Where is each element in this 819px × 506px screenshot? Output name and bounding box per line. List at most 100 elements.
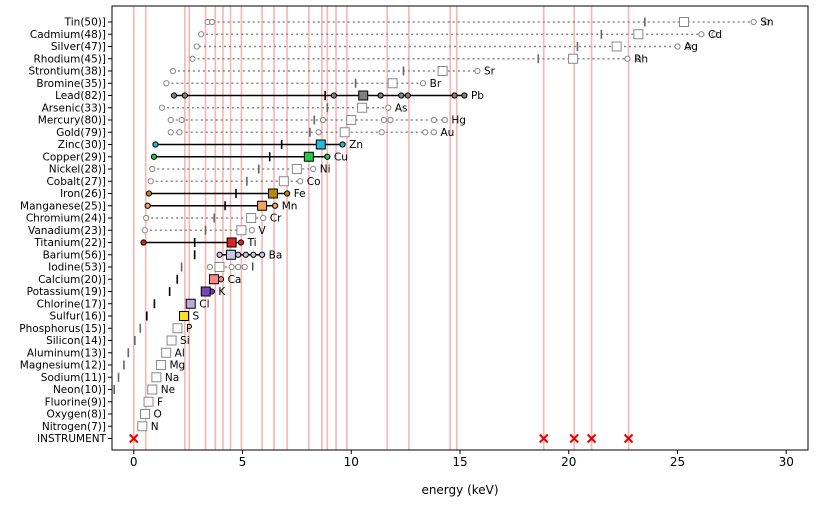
cross-stroke	[539, 433, 549, 444]
element-label: Sodium(11)]	[41, 372, 106, 384]
alpha-box	[178, 311, 189, 321]
element-symbol: Cd	[708, 29, 722, 41]
alpha-box	[339, 127, 350, 138]
x-tick-label: 25	[670, 455, 685, 469]
instrument-peak-marker	[586, 433, 597, 444]
line-point	[319, 116, 327, 124]
line-point	[149, 165, 156, 173]
element-label: Cobalt(27)]	[46, 176, 106, 188]
element-label: Nickel(28)]	[49, 164, 106, 176]
cross-stroke	[569, 433, 579, 444]
alpha-box	[267, 188, 278, 199]
alpha-box	[143, 396, 154, 407]
line-point	[430, 116, 437, 124]
line-point	[260, 214, 267, 222]
line-point	[398, 92, 405, 99]
line-point	[324, 153, 331, 160]
element-label: Lead(82)]	[55, 90, 106, 102]
element-symbol: Ni	[320, 164, 331, 176]
line-point	[258, 251, 266, 258]
cross-stroke	[623, 433, 634, 444]
element-symbol: Fe	[294, 188, 306, 200]
element-symbol: Br	[430, 78, 442, 90]
line-point	[144, 202, 151, 209]
line-point	[206, 263, 213, 271]
element-symbol: Sn	[760, 17, 773, 29]
line-point	[430, 129, 437, 136]
element-row: Tin(50)] Sn	[64, 17, 774, 29]
alpha-box	[226, 237, 237, 248]
line-point	[750, 18, 757, 26]
x-axis: 0 5 10 15 20 25 30	[130, 450, 794, 469]
line-point	[169, 67, 176, 75]
element-symbol: Cl	[199, 298, 209, 310]
instrument-peak-marker	[539, 433, 549, 444]
line-point	[698, 31, 705, 38]
line-point	[235, 251, 242, 258]
line-point	[272, 202, 279, 209]
line-point	[685, 43, 692, 50]
element-label: Silver(47)]	[51, 41, 106, 53]
x-tick-label: 10	[344, 455, 359, 469]
element-row: Phosphorus(15)] P	[19, 323, 192, 335]
element-row: Mercury(80)] Hg	[38, 115, 466, 127]
cross-stroke	[586, 433, 597, 444]
element-row: Aluminum(13)] Al	[27, 347, 185, 359]
x-tick-label: 20	[561, 455, 576, 469]
line-point	[237, 239, 245, 246]
line-point	[283, 190, 291, 197]
element-label: Fluorine(9)]	[45, 396, 106, 408]
line-point	[170, 92, 178, 99]
line-point	[181, 92, 188, 99]
line-point	[422, 129, 429, 136]
element-label: Rhodium(45)]	[34, 53, 107, 65]
element-label: Calcium(20)]	[38, 274, 106, 286]
line-point	[158, 104, 166, 111]
line-point	[404, 92, 411, 99]
alpha-box	[209, 274, 220, 285]
alpha-box	[278, 176, 289, 187]
element-symbol: F	[157, 396, 163, 408]
line-point	[378, 129, 385, 136]
line-point	[141, 227, 148, 234]
element-row: Nickel(28)] Ni	[49, 164, 331, 176]
element-symbol: Na	[165, 372, 179, 384]
instrument-line-layer	[132, 6, 630, 450]
x-axis-label: energy (keV)	[421, 483, 498, 497]
element-symbol: Hg	[451, 115, 466, 127]
x-tick-label: 0	[130, 455, 138, 469]
element-symbol: Rh	[634, 53, 648, 65]
element-label: Strontium(38)]	[28, 66, 106, 78]
element-symbol: V	[258, 225, 266, 237]
element-label: Silicon(14)]	[46, 335, 106, 347]
alpha-box	[387, 78, 398, 89]
line-point	[674, 43, 681, 50]
element-row: Gold(79)] Au	[56, 127, 454, 139]
element-label: Oxygen(8)]	[47, 409, 106, 421]
instrument-peaks-layer: INSTRUMENT	[37, 433, 634, 445]
line-point	[315, 129, 322, 136]
element-label: Sulfur(16)]	[49, 311, 106, 323]
element-row: Chlorine(17)] Cl	[37, 298, 210, 310]
alpha-box	[611, 41, 622, 52]
element-symbol: Ca	[228, 274, 242, 286]
line-point	[167, 129, 174, 136]
element-row: Neon(10)] Ne	[53, 384, 175, 396]
alpha-box	[140, 409, 151, 419]
alpha-box	[568, 53, 579, 64]
line-point	[208, 18, 216, 26]
line-point	[235, 263, 242, 271]
element-row: Barium(56)] Ba	[43, 249, 283, 261]
alpha-box	[257, 200, 268, 211]
element-row: Nitrogen(7)] N	[42, 421, 159, 433]
element-symbol: As	[395, 102, 408, 114]
line-point	[178, 116, 185, 124]
element-symbol: Si	[180, 335, 190, 347]
element-row: Vanadium(23)] V	[28, 225, 266, 237]
alpha-box	[147, 384, 158, 395]
alpha-box	[172, 323, 183, 334]
element-row: Calcium(20)] Ca	[38, 274, 241, 286]
element-label: Arsenic(33)]	[42, 102, 106, 114]
element-row: Manganese(25)] Mn	[20, 200, 297, 212]
element-symbol: Cu	[334, 151, 348, 163]
